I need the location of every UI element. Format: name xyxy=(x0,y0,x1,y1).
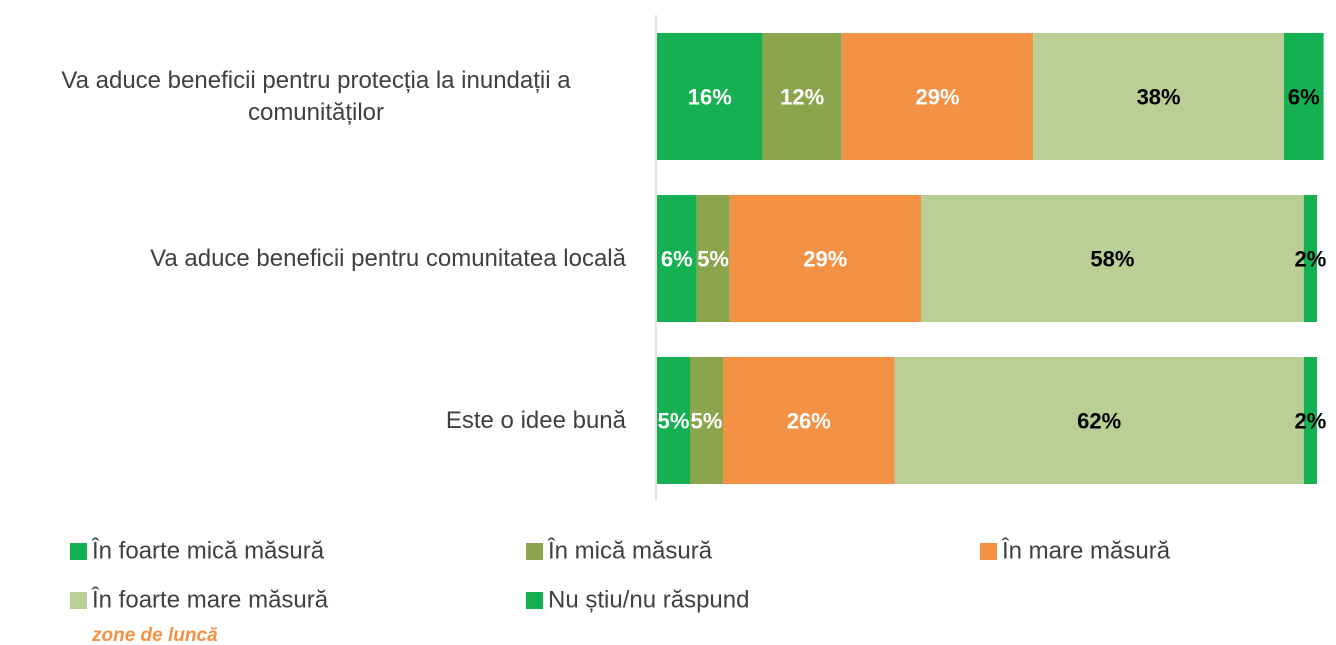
bar-segment xyxy=(723,357,895,484)
bar-segment xyxy=(729,195,921,322)
data-label: 5% xyxy=(658,408,690,433)
bar-segment xyxy=(657,33,763,160)
legend-marker xyxy=(526,543,543,560)
category-label: Este o idee bună xyxy=(445,406,626,434)
data-label: 5% xyxy=(691,408,723,433)
data-label: 2% xyxy=(1295,246,1327,271)
annotation: zone de luncă xyxy=(91,625,218,645)
legend-label: În mică măsură xyxy=(547,537,713,564)
data-label: 38% xyxy=(1137,84,1181,109)
bar-segment xyxy=(657,195,697,322)
data-label: 16% xyxy=(688,84,732,109)
data-label: 12% xyxy=(780,84,824,109)
data-label: 2% xyxy=(1295,408,1327,433)
category-label-box: Este o idee bună xyxy=(0,357,626,484)
category-label: Va aduce beneficii pentru comunitatea lo… xyxy=(150,244,626,272)
data-label: 29% xyxy=(803,246,847,271)
legend-label: În foarte mică măsură xyxy=(91,537,325,564)
legend-label: În foarte mare măsură xyxy=(91,586,329,613)
bar-segment xyxy=(690,357,723,484)
legend-label: Nu știu/nu răspund xyxy=(548,586,749,613)
data-label: 29% xyxy=(915,84,959,109)
bar-segment xyxy=(696,195,730,322)
bar-segment xyxy=(762,33,842,160)
bar-segment xyxy=(657,357,690,484)
data-label: 6% xyxy=(1288,84,1320,109)
category-label-box: Va aduce beneficii pentru protecția la i… xyxy=(0,33,626,160)
legend-marker xyxy=(70,543,87,560)
bar-segment xyxy=(1033,33,1284,160)
bar-segment xyxy=(921,195,1304,322)
bar-segment xyxy=(894,357,1304,484)
legend-marker xyxy=(980,543,997,560)
category-label-box: Va aduce beneficii pentru comunitatea lo… xyxy=(0,195,626,322)
data-label: 58% xyxy=(1090,246,1134,271)
legend-marker xyxy=(526,592,543,609)
bar-segment xyxy=(1303,357,1317,484)
bar-segment xyxy=(1303,195,1317,322)
bar-segment xyxy=(841,33,1034,160)
data-label: 6% xyxy=(661,246,693,271)
bar-segment xyxy=(1284,33,1324,160)
legend-marker xyxy=(70,592,87,609)
category-label: Va aduce beneficii pentru protecția la i… xyxy=(61,66,571,126)
data-label: 5% xyxy=(697,246,729,271)
data-label: 26% xyxy=(787,408,831,433)
legend-label: În mare măsură xyxy=(1001,537,1171,564)
data-label: 62% xyxy=(1077,408,1121,433)
